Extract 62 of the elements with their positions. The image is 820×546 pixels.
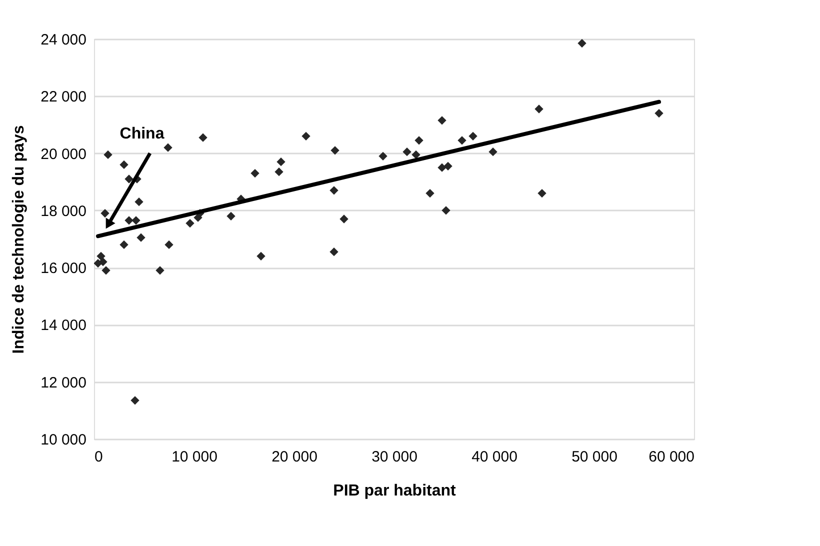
point xyxy=(164,240,174,250)
point xyxy=(132,216,140,225)
point xyxy=(102,266,110,275)
point xyxy=(94,258,102,268)
y-tick-label: 24 000 xyxy=(40,32,86,48)
y-tick-label: 14 000 xyxy=(40,317,86,334)
point xyxy=(426,188,434,198)
point xyxy=(444,162,452,170)
y-tick-label: 12 000 xyxy=(40,374,86,392)
point xyxy=(488,148,498,156)
x-tick-label: 20 000 xyxy=(272,448,318,466)
x-axis-title: PIB par habitant xyxy=(333,482,457,500)
y-axis-title: Indice de technologie du pays xyxy=(10,125,28,354)
x-tick-label: 40 000 xyxy=(472,448,518,466)
point xyxy=(438,163,446,172)
point xyxy=(198,133,208,142)
point xyxy=(538,188,546,198)
point xyxy=(578,39,586,48)
x-tick-label: 30 000 xyxy=(372,448,418,466)
point xyxy=(256,252,266,260)
point xyxy=(120,240,128,250)
x-tick-label: 60 000 xyxy=(648,448,694,466)
point xyxy=(468,132,478,140)
point xyxy=(250,168,260,178)
point xyxy=(378,152,388,160)
point xyxy=(134,198,144,206)
point xyxy=(100,208,110,218)
y-tick-label: 20 000 xyxy=(40,146,86,163)
point xyxy=(302,132,310,140)
point xyxy=(442,206,450,215)
point xyxy=(120,160,128,170)
point xyxy=(104,150,112,160)
point xyxy=(124,174,134,184)
x-tick-label: 50 000 xyxy=(572,448,618,466)
point xyxy=(136,233,146,242)
point xyxy=(402,148,412,156)
point xyxy=(654,108,664,118)
x-tick-label: 10 000 xyxy=(172,448,218,466)
point xyxy=(330,186,338,195)
point xyxy=(330,146,340,155)
point xyxy=(226,212,236,220)
x-tick-label: 0 xyxy=(94,448,103,466)
point xyxy=(534,104,544,114)
point xyxy=(412,150,420,160)
point xyxy=(458,136,466,145)
point xyxy=(156,266,164,275)
y-tick-label: 18 000 xyxy=(40,202,86,220)
y-tick-label: 10 000 xyxy=(40,432,86,448)
point xyxy=(276,158,286,166)
point xyxy=(124,216,134,225)
point xyxy=(414,136,424,145)
annotation: China xyxy=(120,125,164,142)
point xyxy=(186,218,194,228)
y-tick-label: 16 000 xyxy=(40,260,86,278)
y-tick-label: 22 000 xyxy=(40,88,86,106)
point xyxy=(274,168,284,176)
point xyxy=(330,248,338,256)
point xyxy=(130,396,140,405)
point xyxy=(340,214,348,224)
point xyxy=(96,252,106,260)
point xyxy=(164,143,172,152)
point xyxy=(438,116,446,125)
